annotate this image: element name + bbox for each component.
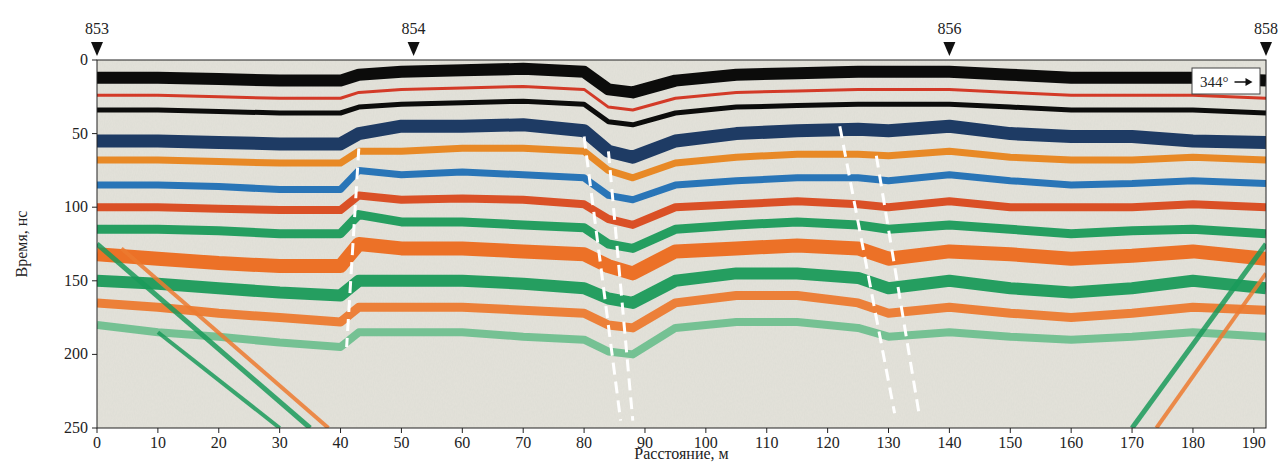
x-tick — [97, 428, 98, 433]
x-tick — [766, 428, 767, 433]
horizon — [97, 244, 1266, 273]
y-tick — [92, 428, 97, 429]
horizon — [97, 148, 1266, 178]
x-tick — [279, 428, 280, 433]
x-tick — [644, 428, 645, 433]
direction-box: 344° — [1192, 68, 1260, 94]
y-tick — [92, 207, 97, 208]
picket-label: 858 — [1254, 20, 1278, 37]
x-tick-label: 170 — [1120, 434, 1144, 451]
x-tick-label: 0 — [93, 434, 101, 451]
picket-label: 853 — [85, 20, 109, 37]
x-tick-label: 20 — [211, 434, 227, 451]
x-tick — [1253, 428, 1254, 433]
horizon — [1132, 244, 1266, 428]
chart: 0102030405060708090100110120130140150160… — [0, 0, 1285, 465]
picket-label: 856 — [937, 20, 961, 37]
x-axis-title: Расстояние, м — [634, 445, 728, 462]
horizon — [97, 322, 1266, 354]
horizon — [97, 125, 1266, 157]
plot-area — [97, 60, 1266, 428]
x-tick-label: 130 — [877, 434, 901, 451]
horizon — [97, 215, 1266, 249]
x-tick-label: 120 — [816, 434, 840, 451]
x-tick — [462, 428, 463, 433]
x-tick — [218, 428, 219, 433]
picket-marker — [943, 42, 955, 56]
y-tick — [92, 60, 97, 61]
horizon — [1156, 273, 1266, 428]
picket-label: 854 — [402, 20, 426, 37]
x-tick — [1132, 428, 1133, 433]
x-tick — [827, 428, 828, 433]
x-tick — [523, 428, 524, 433]
x-tick — [888, 428, 889, 433]
background — [97, 60, 1266, 428]
x-tick — [1192, 428, 1193, 433]
horizon — [158, 332, 280, 428]
fault-line — [584, 137, 621, 421]
x-tick-label: 30 — [272, 434, 288, 451]
noise — [97, 60, 1266, 428]
x-tick-label: 10 — [150, 434, 166, 451]
direction-arrowhead — [1246, 78, 1253, 86]
x-tick — [401, 428, 402, 433]
y-tick — [92, 280, 97, 281]
fault-line — [608, 151, 632, 420]
x-tick — [949, 428, 950, 433]
x-tick — [584, 428, 585, 433]
x-tick-label: 50 — [393, 434, 409, 451]
horizon — [97, 244, 310, 428]
y-tick-label: 200 — [64, 345, 88, 362]
picket-marker — [91, 42, 103, 56]
direction-bg — [1192, 68, 1260, 94]
picket-marker — [408, 42, 420, 56]
x-tick-label: 110 — [755, 434, 778, 451]
horizon — [97, 170, 1266, 199]
picket-marker — [1260, 42, 1272, 56]
horizon — [97, 195, 1266, 225]
x-tick — [1010, 428, 1011, 433]
y-tick-label: 50 — [72, 125, 88, 142]
horizon — [121, 248, 328, 428]
x-tick — [340, 428, 341, 433]
horizon — [97, 69, 1266, 93]
x-tick-label: 140 — [937, 434, 961, 451]
x-tick-label: 80 — [576, 434, 592, 451]
y-tick-label: 150 — [64, 272, 88, 289]
horizon — [97, 101, 1266, 125]
y-tick-label: 0 — [80, 51, 88, 68]
fault-line — [347, 148, 359, 347]
direction-label: 344° — [1200, 74, 1229, 90]
x-tick — [705, 428, 706, 433]
x-tick-label: 180 — [1181, 434, 1205, 451]
y-tick-label: 100 — [64, 198, 88, 215]
x-tick-label: 150 — [998, 434, 1022, 451]
x-tick-label: 60 — [454, 434, 470, 451]
frame — [97, 60, 1266, 428]
fault-line — [876, 156, 919, 414]
x-tick-label: 40 — [333, 434, 349, 451]
horizon — [97, 87, 1266, 111]
y-tick — [92, 133, 97, 134]
x-tick — [157, 428, 158, 433]
x-tick-label: 190 — [1242, 434, 1266, 451]
horizon — [97, 296, 1266, 328]
x-tick-label: 70 — [515, 434, 531, 451]
x-tick-label: 160 — [1059, 434, 1083, 451]
y-axis-title: Время, нс — [13, 211, 31, 278]
y-tick — [92, 354, 97, 355]
y-tick-label: 250 — [64, 419, 88, 436]
fault-line — [840, 126, 895, 413]
x-tick — [1071, 428, 1072, 433]
